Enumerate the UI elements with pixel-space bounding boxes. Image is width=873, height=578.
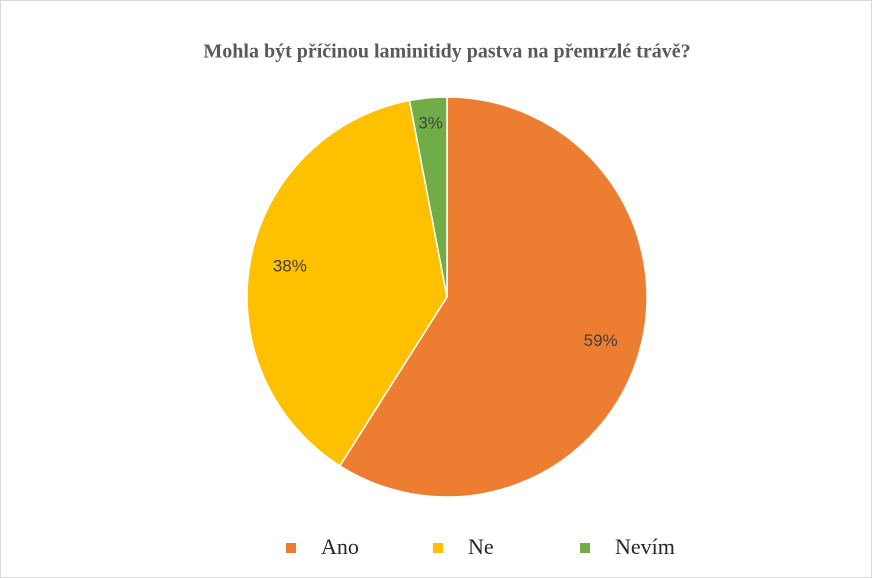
pie-slice bbox=[408, 96, 448, 298]
legend-label: Ne bbox=[468, 534, 494, 559]
data-label: 38% bbox=[273, 257, 307, 276]
pie-slice bbox=[338, 96, 648, 498]
legend-marker bbox=[286, 543, 296, 553]
legend-marker bbox=[433, 543, 443, 553]
legend-label: Nevím bbox=[615, 534, 675, 559]
pie-slice bbox=[246, 99, 448, 467]
legend-marker bbox=[580, 543, 590, 553]
legend-label: Ano bbox=[321, 534, 359, 559]
data-label: 3% bbox=[418, 113, 443, 132]
data-label: 59% bbox=[584, 331, 618, 350]
chart-title: Mohla být příčinou laminitidy pastva na … bbox=[203, 41, 690, 63]
